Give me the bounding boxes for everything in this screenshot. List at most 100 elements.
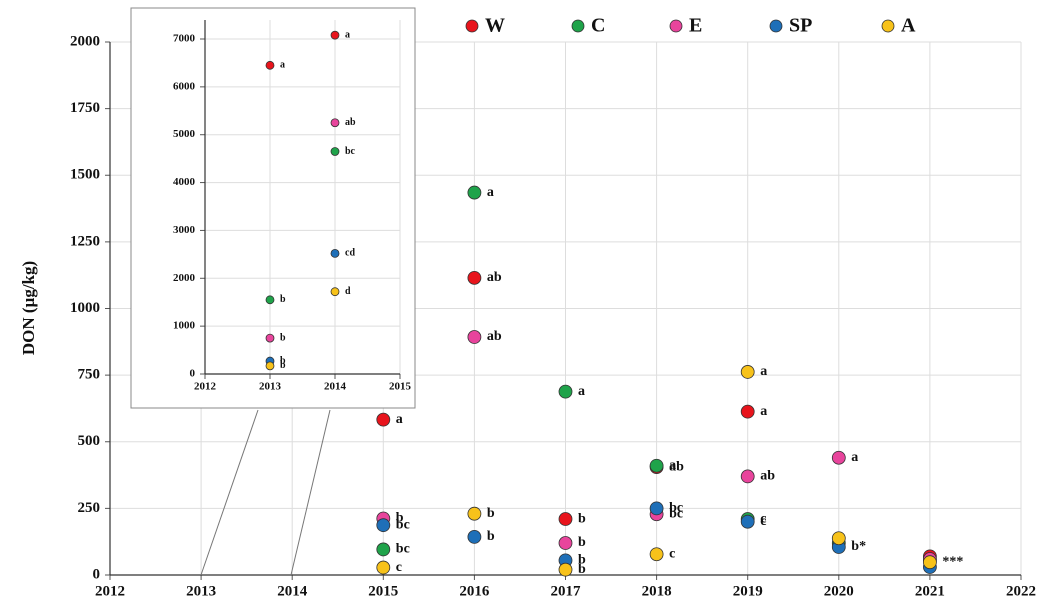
- data-point: [831, 450, 846, 465]
- data-point: [649, 458, 664, 473]
- point-label: c: [760, 511, 766, 526]
- x-tick-label: 2014: [324, 381, 347, 393]
- x-tick-label: 2013: [259, 381, 282, 393]
- data-point: [558, 562, 573, 577]
- point-label: b: [487, 529, 495, 544]
- y-tick-label: 1250: [70, 233, 100, 249]
- x-tick-label: 2012: [194, 381, 217, 393]
- point-label: b: [280, 360, 286, 371]
- x-tick-label: 2017: [551, 583, 582, 599]
- x-tick-label: 2012: [95, 583, 125, 599]
- legend-label: A: [901, 15, 916, 37]
- point-label: a: [345, 29, 350, 40]
- point-label: b: [280, 355, 286, 366]
- point-label: a: [280, 60, 285, 71]
- point-label: ***: [942, 554, 963, 569]
- point-label: ab: [760, 469, 775, 484]
- data-point: [376, 518, 391, 533]
- point-label: ab: [487, 329, 502, 344]
- point-label: b: [578, 562, 586, 577]
- y-tick-label: 1000: [173, 320, 196, 332]
- data-point: [467, 529, 482, 544]
- point-label: a: [396, 412, 403, 427]
- data-point: [376, 560, 391, 575]
- point-label: b: [578, 511, 586, 526]
- pointer-line: [200, 409, 259, 576]
- y-tick-label: 1750: [70, 100, 100, 116]
- y-tick-label: 500: [78, 433, 101, 449]
- data-point: [831, 531, 846, 546]
- legend-marker: [669, 19, 683, 33]
- data-point: [330, 118, 340, 128]
- x-tick-label: 2021: [915, 583, 945, 599]
- point-label: b: [578, 553, 586, 568]
- point-label: a: [760, 404, 767, 419]
- data-point: [376, 542, 391, 557]
- data-point: [467, 185, 482, 200]
- data-point: [740, 404, 755, 419]
- legend-label: W: [485, 15, 505, 37]
- data-point: [923, 555, 937, 570]
- data-point: [376, 412, 391, 427]
- y-tick-label: 2000: [70, 33, 100, 49]
- x-tick-label: 2015: [389, 381, 412, 393]
- data-point: [265, 333, 275, 343]
- y-tick-label: 3000: [173, 224, 196, 236]
- data-point: [467, 506, 482, 521]
- data-point: [558, 512, 573, 526]
- data-point: [330, 30, 340, 40]
- point-label: b: [280, 332, 286, 343]
- legend-marker: [571, 19, 585, 33]
- data-point: [330, 248, 340, 258]
- point-label: d: [345, 286, 351, 297]
- legend-marker: [769, 19, 783, 33]
- point-label: a: [578, 384, 585, 399]
- x-tick-label: 2014: [277, 583, 308, 599]
- y-tick-label: 0: [190, 368, 196, 380]
- data-point: [265, 60, 275, 70]
- legend-label: E: [689, 15, 702, 37]
- point-label: c: [760, 514, 766, 529]
- y-tick-label: 250: [78, 500, 101, 516]
- y-tick-label: 750: [78, 367, 101, 383]
- point-label: b*: [851, 539, 866, 554]
- legend-marker: [465, 19, 479, 33]
- point-label: a: [669, 458, 676, 473]
- data-point: [330, 287, 340, 297]
- point-label: bc: [669, 506, 683, 521]
- data-point: [649, 547, 664, 562]
- x-tick-label: 2020: [824, 583, 854, 599]
- point-label: ab: [345, 117, 356, 128]
- data-point: [330, 147, 340, 156]
- point-label: c: [396, 560, 402, 575]
- data-point: [649, 501, 664, 516]
- point-label: a: [851, 450, 858, 465]
- point-label: bc: [396, 517, 410, 532]
- point-label: c: [669, 546, 675, 561]
- x-tick-label: 2015: [368, 583, 398, 599]
- y-tick-label: 1500: [70, 167, 100, 183]
- inset-frame: [130, 7, 416, 409]
- y-tick-label: 2000: [173, 272, 196, 284]
- point-label: b: [396, 511, 404, 526]
- point-label: ab: [487, 270, 502, 285]
- point-label: b: [578, 535, 586, 550]
- point-label: bc: [345, 146, 356, 157]
- point-label: ab: [669, 459, 684, 474]
- point-label: a: [487, 185, 494, 200]
- point-label: bc: [669, 501, 683, 516]
- point-label: b: [487, 506, 495, 521]
- y-tick-label: 0: [93, 566, 101, 582]
- data-point: [558, 536, 573, 550]
- data-point: [558, 384, 573, 399]
- legend-label: C: [591, 15, 605, 37]
- x-tick-label: 2018: [642, 583, 672, 599]
- y-tick-label: 4000: [173, 176, 196, 188]
- y-tick-label: 7000: [173, 33, 196, 45]
- point-label: a: [760, 364, 767, 379]
- x-tick-label: 2022: [1006, 583, 1036, 599]
- data-point: [467, 270, 482, 285]
- y-axis-label: DON (µg/kg): [19, 261, 38, 355]
- point-label: b: [280, 294, 286, 305]
